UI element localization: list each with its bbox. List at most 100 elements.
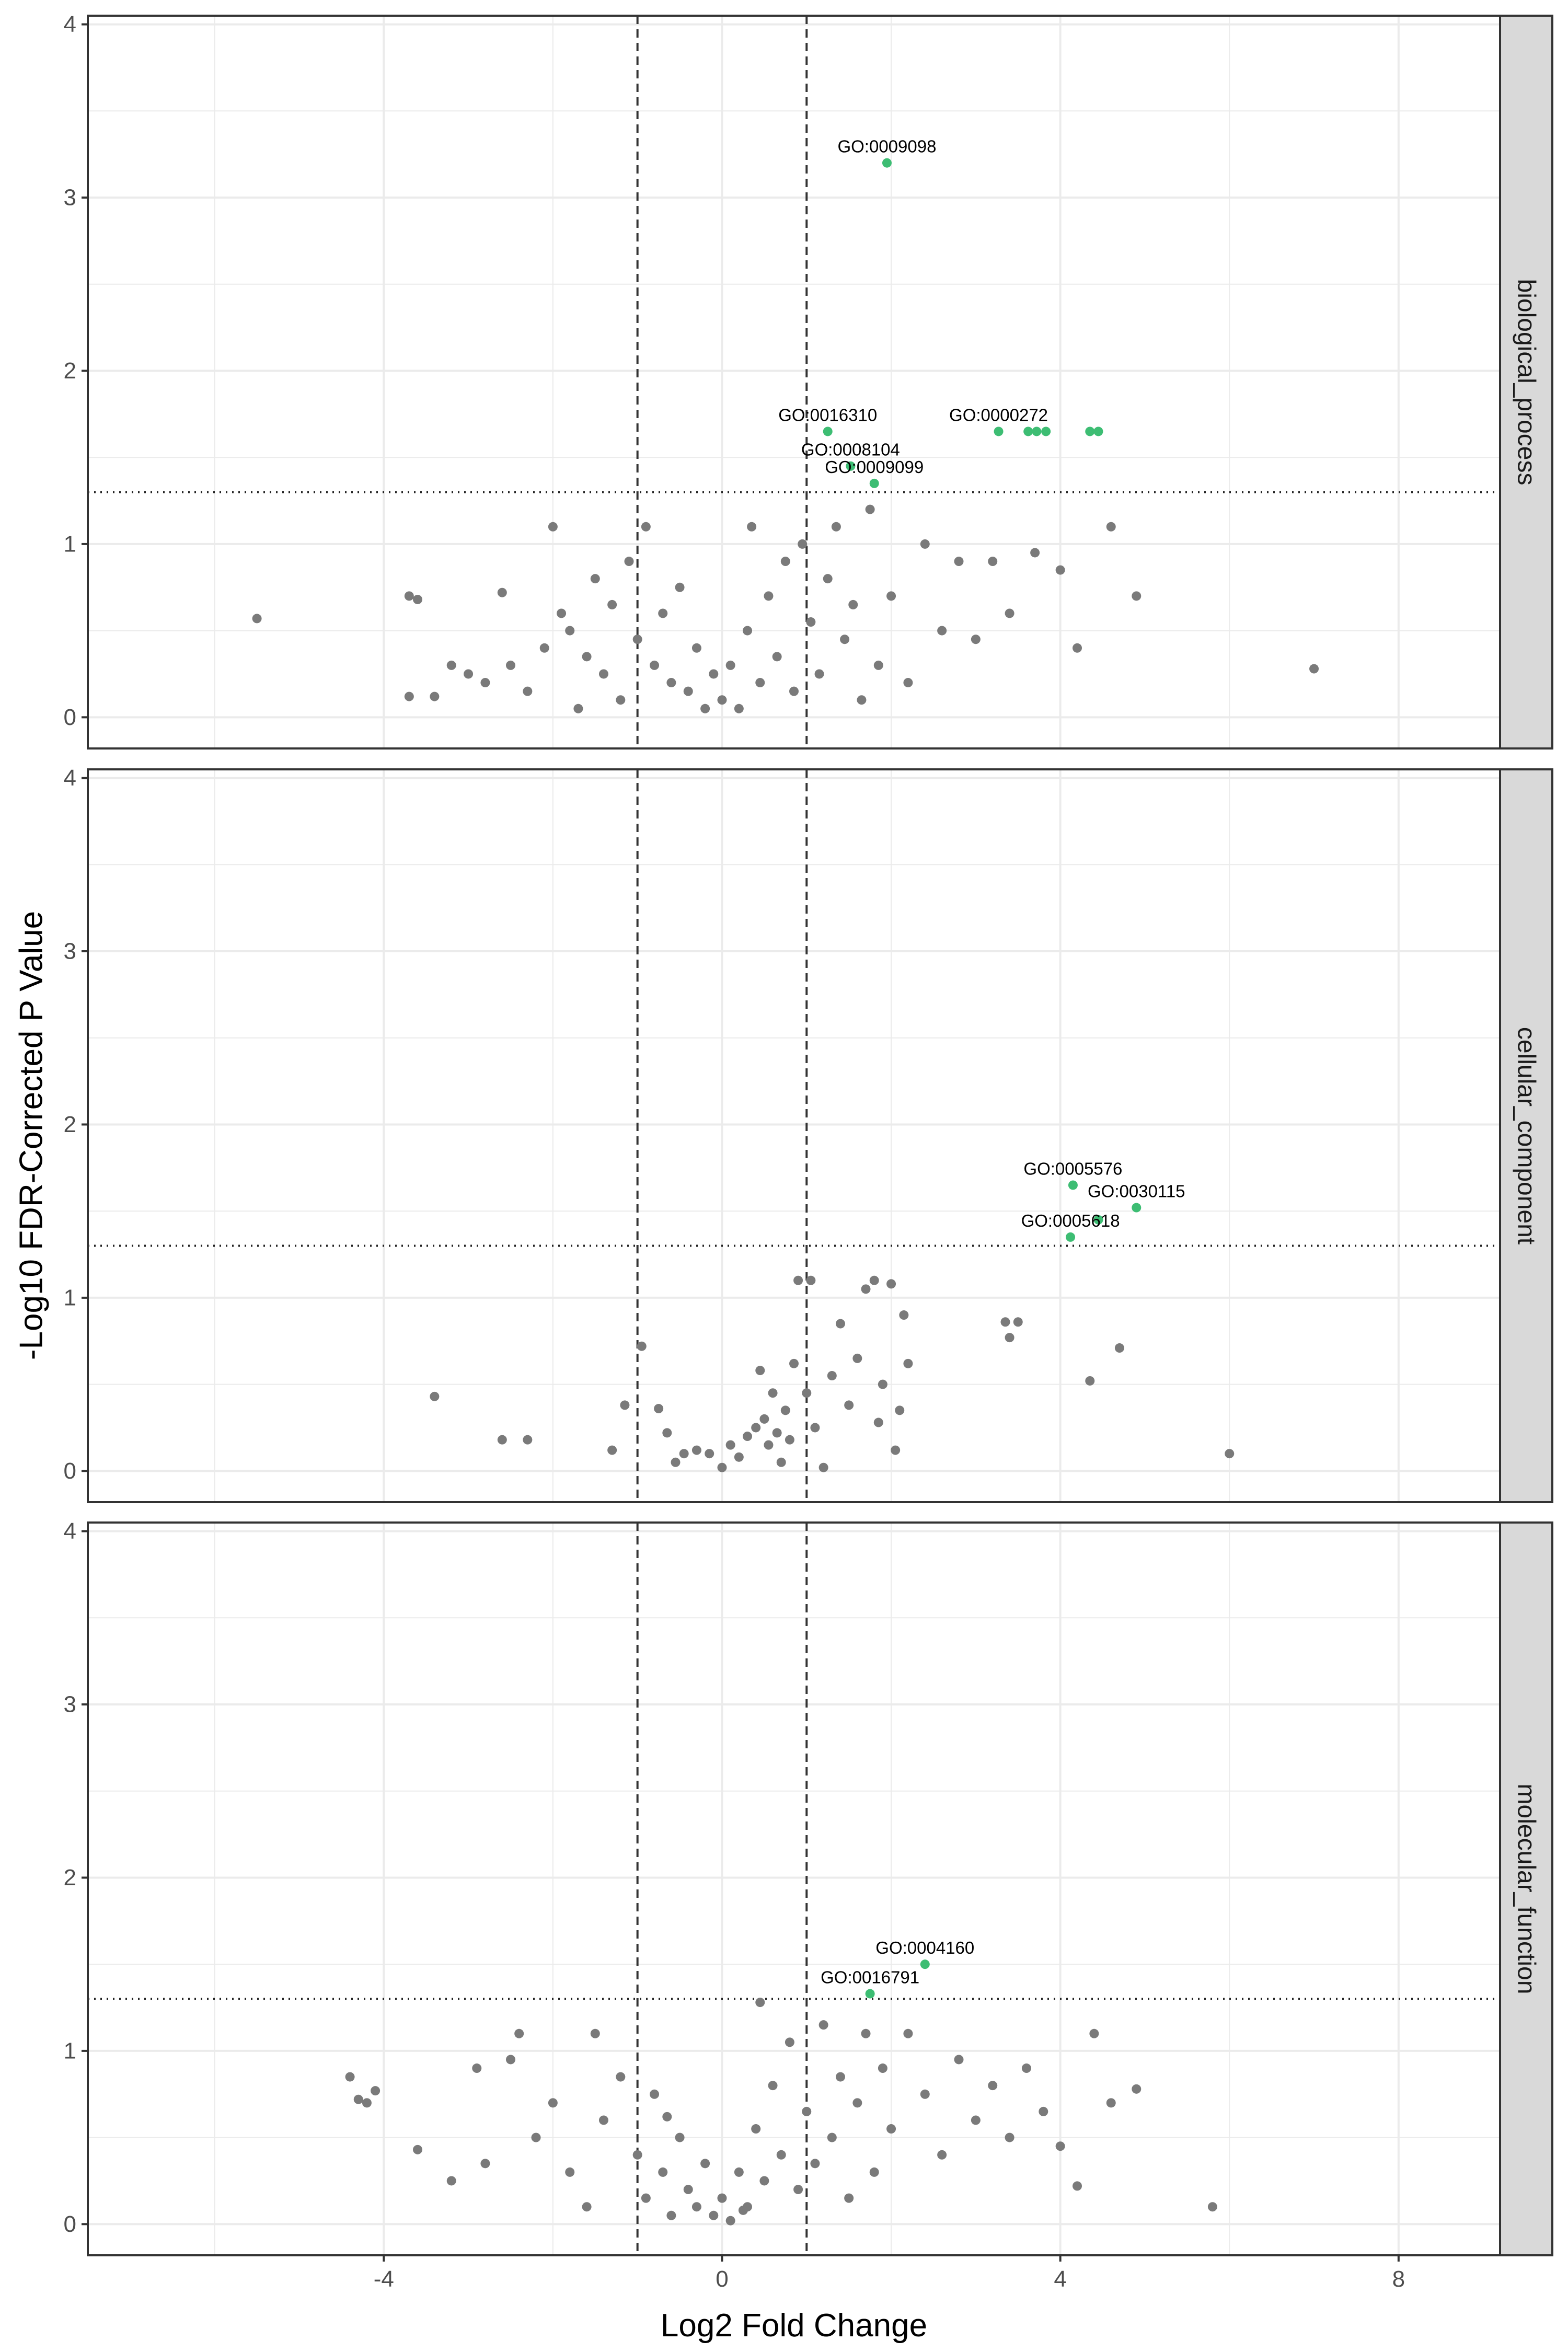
data-point — [523, 686, 533, 696]
data-point — [413, 2145, 423, 2154]
data-point — [785, 1435, 794, 1445]
data-point — [747, 522, 757, 532]
data-point — [505, 660, 515, 670]
data-point — [650, 2089, 660, 2099]
data-point — [785, 2037, 794, 2047]
data-point — [802, 2106, 812, 2116]
data-point — [802, 1388, 812, 1398]
data-point — [430, 1391, 440, 1401]
data-point-significant — [865, 1989, 875, 1999]
data-point-significant — [1066, 1232, 1076, 1242]
y-tick-label: 3 — [64, 1692, 76, 1717]
data-point — [823, 574, 833, 584]
data-point — [852, 1353, 862, 1363]
data-point — [844, 2193, 854, 2203]
data-point — [772, 652, 782, 662]
y-tick-label: 2 — [64, 1865, 76, 1890]
data-point — [776, 1457, 786, 1467]
data-point — [1005, 2132, 1014, 2142]
y-tick-label: 0 — [64, 1458, 76, 1484]
panel-background — [88, 769, 1500, 1502]
data-point — [764, 591, 774, 601]
data-point — [886, 1279, 896, 1289]
data-point — [789, 1358, 799, 1368]
data-point — [464, 669, 474, 679]
data-point — [683, 2185, 693, 2195]
data-point — [810, 2159, 820, 2169]
data-point — [831, 522, 841, 532]
data-point — [743, 626, 753, 636]
data-point — [446, 2176, 456, 2186]
data-point-significant — [869, 478, 879, 488]
data-point — [1005, 608, 1014, 618]
data-point — [1106, 2098, 1116, 2108]
data-point — [971, 635, 981, 644]
data-point — [755, 1998, 765, 2008]
data-point — [725, 2216, 735, 2226]
data-point — [641, 2193, 651, 2203]
data-point — [353, 2094, 363, 2104]
y-tick-label: 4 — [64, 1518, 76, 1544]
data-point — [793, 1275, 803, 1285]
x-tick-label: 8 — [1392, 2266, 1405, 2292]
data-point — [252, 614, 262, 624]
data-point — [717, 2193, 727, 2203]
data-point — [903, 1358, 913, 1368]
data-point — [937, 2150, 947, 2160]
data-point — [691, 1445, 701, 1455]
data-point — [738, 2205, 748, 2215]
data-point — [798, 539, 808, 549]
data-point — [1089, 2028, 1099, 2038]
data-point-significant — [1041, 426, 1051, 436]
data-point — [835, 1319, 845, 1329]
data-point — [658, 608, 668, 618]
data-point-significant — [846, 461, 856, 471]
data-point-significant — [1032, 426, 1042, 436]
data-point-significant — [1023, 426, 1033, 436]
data-point — [1085, 1376, 1095, 1386]
data-point — [620, 1400, 630, 1410]
data-point — [1000, 1317, 1010, 1327]
data-point — [671, 1457, 681, 1467]
y-tick-label: 1 — [64, 1285, 76, 1310]
data-point — [806, 617, 816, 627]
data-point — [658, 2167, 668, 2177]
data-point — [861, 2028, 871, 2038]
y-tick-label: 2 — [64, 1112, 76, 1137]
data-point — [954, 557, 964, 567]
data-point — [1225, 1449, 1235, 1459]
data-point — [857, 695, 867, 705]
y-tick-label: 3 — [64, 939, 76, 964]
facet-strip — [1499, 15, 1553, 750]
data-point — [446, 660, 456, 670]
data-point — [705, 1449, 714, 1459]
data-point — [1055, 2141, 1065, 2151]
y-tick-label: 0 — [64, 705, 76, 730]
y-tick-label: 3 — [64, 185, 76, 211]
y-tick-label: 4 — [64, 765, 76, 791]
data-point — [709, 2210, 719, 2220]
data-point — [810, 1423, 820, 1433]
data-point — [582, 2202, 592, 2212]
data-point — [768, 1388, 778, 1398]
data-point — [607, 1445, 617, 1455]
data-point — [480, 678, 490, 688]
data-point — [1132, 2084, 1142, 2094]
data-point — [598, 669, 608, 679]
data-point — [590, 2028, 600, 2038]
data-point — [780, 1405, 790, 1415]
data-point — [404, 691, 414, 701]
data-point — [1073, 2181, 1082, 2191]
data-point — [988, 2081, 998, 2091]
data-point — [818, 1462, 828, 1472]
data-point — [903, 2028, 913, 2038]
point-label: GO:0016310 — [778, 405, 877, 424]
data-point — [548, 2098, 558, 2108]
data-point — [789, 686, 799, 696]
data-point — [844, 1400, 854, 1410]
data-point — [691, 643, 701, 653]
data-point — [675, 2132, 685, 2142]
x-tick-label: 0 — [716, 2266, 728, 2292]
data-point — [632, 2150, 642, 2160]
x-axis-title: Log2 Fold Change — [661, 2308, 927, 2344]
